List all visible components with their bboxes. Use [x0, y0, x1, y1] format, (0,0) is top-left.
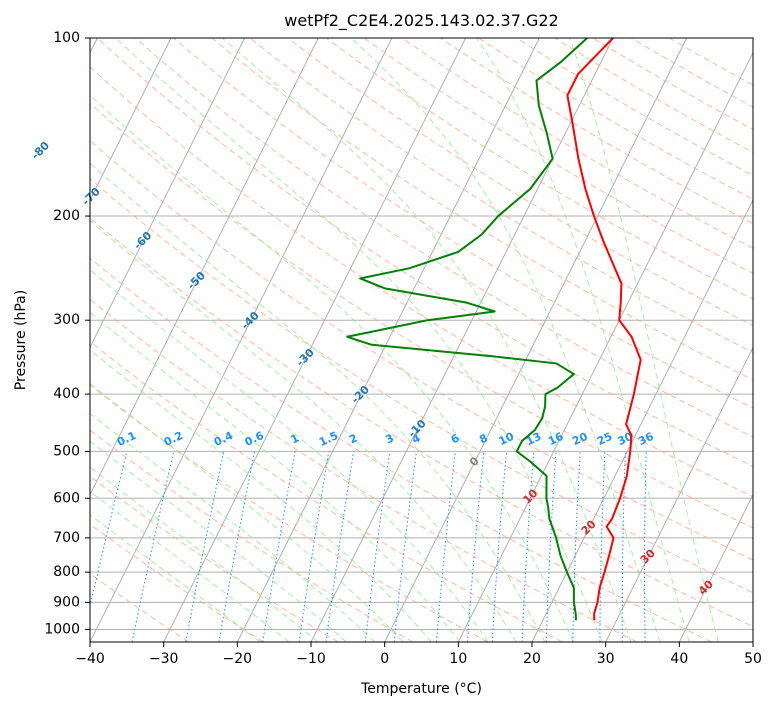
y-tick-label: 900: [53, 594, 80, 610]
dry-adiabat-line: [90, 523, 264, 642]
x-tick-label: 0: [380, 651, 389, 667]
isotherm-line: [531, 198, 753, 642]
mixing-ratio-label: 36: [636, 430, 656, 448]
dry-adiabat-line: [363, 38, 753, 275]
x-tick-label: −40: [75, 651, 105, 667]
mixing-ratio-line: [298, 451, 330, 642]
isotherm-line: [90, 38, 319, 496]
y-tick-label: 100: [53, 30, 80, 46]
x-tick-label: −20: [223, 651, 253, 667]
dewpoint-profile-line: [346, 38, 588, 621]
dry-adiabat-line: [478, 38, 753, 200]
dry-adiabat-line: [249, 38, 753, 353]
mixing-ratio-label: 25: [595, 430, 614, 448]
mixing-ratio-line: [131, 451, 175, 642]
mixing-ratio-line: [185, 451, 225, 642]
mixing-ratio-label: 16: [546, 430, 566, 448]
mixing-ratio-line: [364, 451, 391, 642]
y-tick-label: 1000: [44, 621, 80, 637]
x-axis-label: Temperature (°C): [360, 681, 482, 697]
moist-adiabat-line: [90, 219, 517, 642]
moist-adiabat-line: [569, 38, 719, 642]
y-tick-label: 800: [53, 564, 80, 580]
isotherm-line: [605, 346, 753, 642]
y-axis-label: Pressure (hPa): [13, 290, 29, 390]
moist-adiabat-line: [221, 38, 632, 642]
dry-adiabat-line: [90, 298, 638, 642]
moist-adiabat-line: [90, 440, 347, 642]
moist-adiabat-line: [90, 514, 261, 642]
moist-adiabat-line: [90, 466, 319, 642]
y-tick-label: 500: [53, 443, 80, 459]
x-tick-label: 30: [597, 651, 615, 667]
y-tick-label: 200: [53, 208, 80, 224]
mixing-ratio-line: [218, 451, 255, 642]
mixing-ratio-label: 10: [497, 430, 517, 448]
isotherm-line: [236, 38, 540, 642]
dry-adiabat-line: [135, 38, 753, 438]
moist-adiabat-line: [90, 94, 575, 642]
dry-adiabat-line: [173, 38, 753, 409]
dry-adiabat-line: [90, 429, 414, 642]
moist-adiabat-line: [115, 38, 603, 642]
mixing-ratio-label: 20: [570, 430, 590, 448]
dry-adiabat-line: [90, 66, 753, 498]
y-tick-label: 700: [53, 530, 80, 546]
dry-adiabat-line: [90, 384, 488, 642]
moist-adiabat-line: [90, 162, 546, 642]
x-tick-label: −30: [149, 651, 179, 667]
y-tick-label: 600: [53, 490, 80, 506]
background-lines: [90, 38, 753, 642]
isotherm-line: [384, 38, 688, 642]
moist-adiabat-line: [90, 269, 489, 642]
x-tick-label: 40: [670, 651, 688, 667]
profiles: [346, 38, 642, 621]
isotherm-line: [457, 51, 753, 642]
plot-frame: [89, 37, 754, 643]
x-tick-label: 20: [523, 651, 541, 667]
isotherm-line: [90, 38, 393, 642]
temperature-profile-line: [566, 38, 642, 621]
moist-adiabat-line: [476, 38, 690, 642]
x-tick-label: 50: [744, 651, 762, 667]
y-tick-label: 300: [53, 312, 80, 328]
x-tick-label: −10: [296, 651, 326, 667]
chart-title: wetPf2_C2E4.2025.143.02.37.G22: [284, 11, 558, 31]
isotherm-line: [678, 493, 753, 642]
dry-adiabat-line: [516, 38, 753, 177]
isotherm-line: [163, 38, 467, 642]
x-tick-label: 10: [449, 651, 467, 667]
dry-adiabat-line: [96, 38, 753, 468]
dry-adiabat-line: [554, 38, 753, 153]
y-ticks: 100 200 300 400 500 600 700 800 900 1000: [44, 30, 90, 637]
dry-adiabat-line: [90, 257, 712, 642]
mixing-ratio-line: [262, 451, 296, 642]
moist-adiabat-line: [350, 38, 661, 642]
mixing-ratio-line: [325, 451, 355, 642]
dry-adiabat-line: [402, 38, 753, 249]
y-tick-label: 400: [53, 386, 80, 402]
moist-adiabat-line: [90, 412, 376, 642]
x-ticks: −40 −30 −20 −10 0 10 20 30 40 50: [75, 642, 762, 667]
isotherm-line: [90, 38, 246, 349]
dry-adiabat-line: [211, 38, 753, 381]
isotherm-line: [90, 38, 172, 202]
dry-adiabat-line: [90, 102, 753, 529]
moist-adiabat-line: [90, 311, 461, 642]
dry-adiabat-line: [440, 38, 753, 225]
